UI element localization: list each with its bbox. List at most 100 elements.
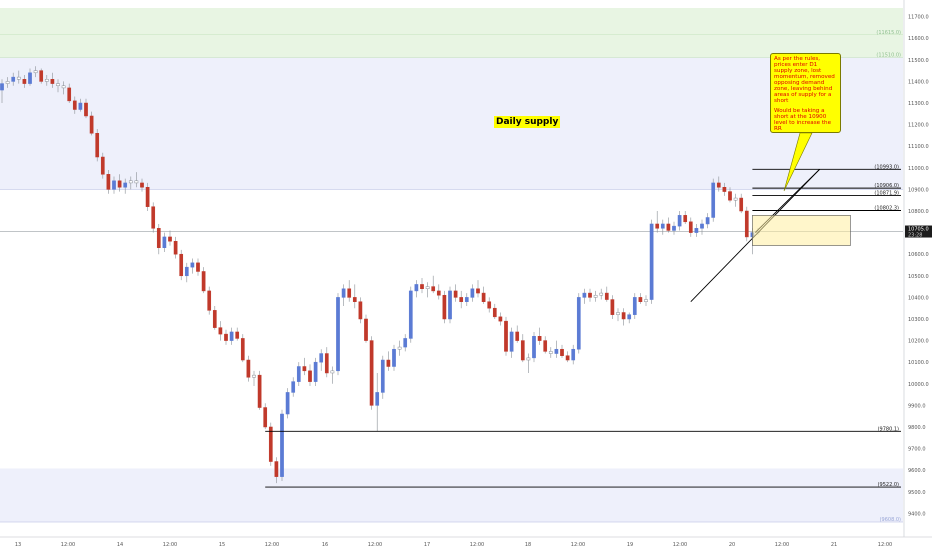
candle-body-67 [375,392,380,406]
candle-body-42 [235,331,240,339]
level-label-3: (10802.3) [874,206,899,212]
level-label-5: (9522.0) [878,482,899,488]
candle-body-96 [537,336,542,341]
candle-body-75 [420,284,424,290]
price-tick-14: 10300.0 [908,317,929,323]
candle-body-36 [201,271,206,292]
candle-body-108 [604,292,609,300]
zone-label-3: (9608.0) [880,517,901,523]
candle-body-73 [408,290,413,339]
candle-body-109 [610,299,615,315]
level-label-4: (9780.1) [878,426,899,432]
price-tick-17: 10000.0 [908,382,929,388]
candle-body-87 [487,301,492,309]
candle-body-46 [257,374,262,408]
time-tick-7: 12:00 [368,542,382,548]
candle-body-53 [296,366,301,382]
candle-body-66 [369,340,374,406]
candle-body-103 [576,297,581,350]
candle-body-19 [106,174,111,190]
price-tick-16: 10100.0 [908,360,929,366]
candle-body-91 [509,331,514,352]
time-tick-1: 12:00 [61,542,75,548]
time-tick-2: 14 [117,542,123,548]
candle-body-128 [716,182,721,188]
candle-body-114 [638,297,643,302]
candle-body-30 [168,236,172,242]
candle-body-26 [145,187,150,207]
zone-label-0: (11615.0) [876,30,901,36]
price-tick-20: 9700.0 [908,447,926,453]
candle-body-131 [733,197,738,201]
candle-body-112 [627,314,632,320]
candle-body-50 [280,413,284,477]
candle-body-133 [744,210,749,238]
candle-body-76 [425,286,430,290]
callout-text-2: Would be taking a short at the 10900 lev… [774,108,832,132]
candle-body-78 [436,290,441,296]
candle-body-80 [448,290,452,320]
candle-body-54 [302,366,307,372]
candle-body-28 [156,228,161,248]
candle-body-22 [123,182,128,188]
price-axis-bg [904,0,932,550]
price-tick-21: 9600.0 [908,468,926,474]
candle-body-93 [520,340,525,361]
candle-body-48 [268,426,273,462]
time-tick-12: 19 [627,542,633,548]
candle-body-102 [571,348,576,361]
candle-body-49 [274,461,279,477]
candle-body-79 [442,294,447,320]
candle-body-59 [330,370,335,374]
level-label-1: (10906.0) [874,183,899,189]
candle-body-32 [179,253,184,277]
candle-body-33 [184,266,189,277]
current-price-badge [905,225,932,238]
candle-body-39 [218,327,223,335]
candle-body-124 [694,228,699,233]
callout-text-1: As per the rules, prices enter D1 supply… [774,56,835,104]
candle-body-126 [705,217,710,225]
zone-1 [0,34,903,58]
annotation-callout: As per the rules, prices enter D1 supply… [770,53,841,133]
candle-body-37 [207,290,212,311]
candle-body-8 [44,79,49,82]
price-tick-11: 10600.0 [908,252,929,258]
candle-body-116 [649,223,654,300]
price-tick-3: 11400.0 [908,79,929,85]
price-tick-18: 9900.0 [908,403,926,409]
candle-body-10 [56,83,60,86]
candle-body-65 [364,318,368,341]
candle-body-97 [543,340,548,352]
candle-body-55 [308,370,312,382]
daily-supply-label: Daily supply [494,116,561,128]
candle-body-41 [229,331,234,341]
price-tick-1: 11600.0 [908,36,929,42]
candle-body-64 [358,301,363,320]
time-tick-13: 12:00 [673,542,687,548]
candle-body-74 [414,284,419,292]
candle-body-61 [341,288,346,298]
candle-body-63 [352,297,357,302]
candle-body-5 [28,72,32,84]
candle-body-104 [582,292,587,298]
candle-body-3 [16,76,21,80]
current-price-countdown: 23:28 [908,233,922,239]
candle-body-7 [39,70,44,82]
callout-pointer [783,132,813,192]
candle-body-82 [459,297,464,302]
candle-body-29 [162,236,167,248]
zone-label-1: (11510.0) [876,53,901,59]
candle-body-21 [117,180,122,188]
price-tick-5: 11200.0 [908,123,929,129]
candle-body-24 [134,180,139,184]
candle-body-43 [240,338,245,361]
candle-body-9 [50,79,55,84]
candle-body-92 [515,331,520,341]
candle-body-14 [78,102,83,110]
candle-body-51 [285,392,290,415]
candle-body-120 [672,225,676,231]
candle-body-38 [212,310,217,328]
candle-body-31 [173,240,178,255]
